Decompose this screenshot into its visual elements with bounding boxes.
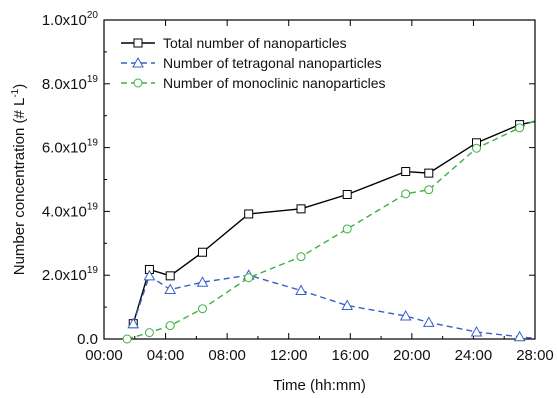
series-layer (122, 119, 536, 344)
y-axis-title-suffix: ) (11, 84, 28, 89)
y-tick-label-exponent: 19 (87, 138, 99, 149)
data-point (164, 283, 177, 295)
data-point (165, 321, 175, 331)
y-axis-title: Number concentration (# L-1) (10, 84, 28, 276)
y-tick-label-base: 6.0x10 (42, 140, 87, 157)
x-tick-label: 04:00 (147, 347, 185, 364)
data-point (244, 273, 254, 283)
legend-label: Number of tetragonal nanoparticles (163, 55, 382, 71)
y-tick-label-exponent: 20 (87, 10, 99, 21)
y-tick-label: 1.0x1020 (42, 10, 99, 29)
data-point (401, 189, 411, 199)
data-point (165, 271, 175, 281)
axis-titles: Time (hh:mm) Number concentration (# L-1… (10, 84, 366, 394)
series-line (126, 119, 536, 340)
data-point (196, 276, 209, 287)
y-tick-label-base: 0.0 (77, 331, 98, 348)
data-point (341, 299, 354, 311)
data-point (144, 328, 154, 338)
y-tick-label-exponent: 19 (87, 265, 99, 276)
data-point (244, 209, 254, 219)
data-point (470, 325, 483, 337)
legend: Total number of nanoparticles Number of t… (121, 35, 386, 91)
y-tick-label-exponent: 19 (87, 74, 99, 85)
x-tick-label: 16:00 (332, 347, 370, 364)
data-point (399, 310, 412, 321)
x-axis-title: Time (hh:mm) (273, 377, 366, 394)
y-tick-label: 6.0x1019 (42, 138, 99, 157)
data-point (295, 284, 307, 296)
y-tick-label-base: 4.0x10 (42, 203, 87, 220)
data-point (342, 224, 352, 234)
legend-entry: Number of monoclinic nanoparticles (121, 75, 386, 91)
y-axis-title-superscript: -1 (10, 88, 21, 97)
legend-label: Total number of nanoparticles (163, 35, 347, 51)
y-tick-label-base: 2.0x10 (42, 267, 87, 284)
legend-label: Number of monoclinic nanoparticles (163, 75, 386, 91)
x-tick-label: 24:00 (455, 347, 493, 364)
data-point (515, 123, 525, 133)
x-tick-label: 12:00 (270, 347, 308, 364)
y-tick-label: 2.0x1019 (42, 265, 99, 284)
data-point (198, 304, 208, 314)
data-point (424, 168, 434, 178)
data-point (422, 316, 435, 327)
data-point (127, 317, 140, 329)
data-point (342, 189, 352, 199)
x-tick-label: 20:00 (393, 347, 431, 364)
data-point (198, 247, 208, 257)
y-tick-label: 0.0 (77, 331, 98, 348)
data-point (472, 143, 482, 153)
data-point (143, 269, 156, 281)
x-tick-label: 00:00 (85, 347, 123, 364)
series-line (132, 274, 536, 340)
data-point (513, 330, 526, 342)
x-tick-label: 08:00 (208, 347, 246, 364)
y-tick-label-base: 1.0x10 (42, 12, 87, 29)
series-number-of-monoclinic-nanoparticles (122, 119, 536, 344)
legend-marker (133, 38, 143, 48)
y-tick-label-base: 8.0x10 (42, 76, 87, 93)
legend-entry: Total number of nanoparticles (121, 35, 347, 51)
y-tick-label: 8.0x1019 (42, 74, 99, 93)
y-tick-label: 4.0x1019 (42, 201, 99, 220)
data-point (296, 204, 306, 214)
y-axis-title-text: Number concentration (# L (11, 98, 28, 276)
data-point (424, 185, 434, 195)
legend-marker (133, 78, 143, 88)
x-tick-label: 28:00 (516, 347, 554, 364)
axes: 00:00 04:00 08:00 12:00 16:00 20:00 24:00 28:00… (42, 10, 554, 364)
data-point (122, 334, 132, 344)
series-number-of-tetragonal-nanoparticles (127, 269, 536, 342)
y-tick-label-exponent: 19 (87, 201, 99, 212)
legend-marker (132, 56, 144, 68)
data-point (296, 252, 306, 262)
data-point (401, 167, 411, 177)
legend-entry: Number of tetragonal nanoparticles (121, 55, 382, 71)
